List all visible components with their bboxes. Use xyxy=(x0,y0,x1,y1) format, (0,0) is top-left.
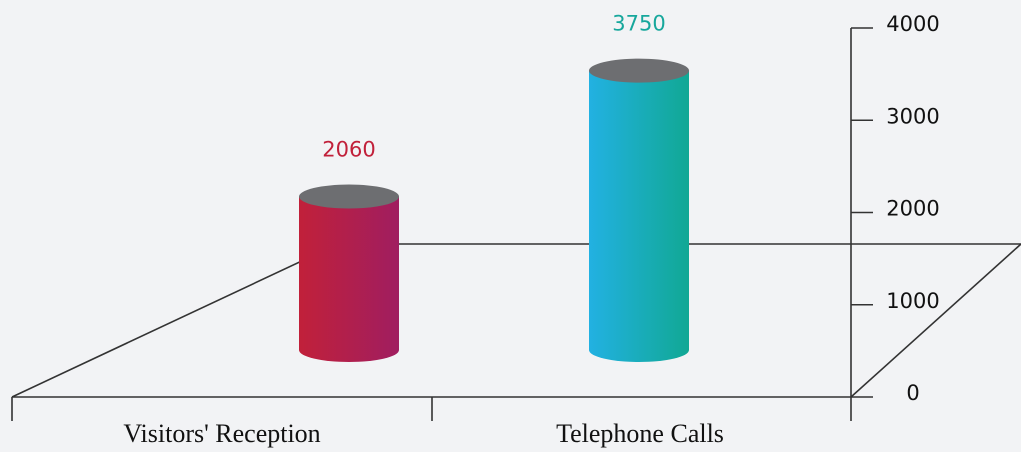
bar xyxy=(589,58,689,362)
bar-body xyxy=(299,196,399,350)
y-tick-label: 1000 xyxy=(886,289,939,313)
x-tick-label: Telephone Calls xyxy=(556,419,724,448)
bar xyxy=(299,184,399,362)
bar-top xyxy=(589,58,689,83)
y-tick-label: 2000 xyxy=(886,197,939,221)
value-label: 2060 xyxy=(322,138,375,162)
bar-body xyxy=(589,70,689,350)
floor-right-edge xyxy=(850,243,1021,398)
bar-bottom xyxy=(589,338,689,362)
y-tick-label: 0 xyxy=(906,381,919,405)
y-tick-label: 4000 xyxy=(886,12,939,36)
bar-bottom xyxy=(299,338,399,362)
bar-top xyxy=(299,184,399,209)
y-tick-label: 3000 xyxy=(886,104,939,128)
value-label: 3750 xyxy=(612,12,665,36)
floor-back-edge xyxy=(11,243,1021,398)
x-tick-label: Visitors' Reception xyxy=(123,419,320,448)
